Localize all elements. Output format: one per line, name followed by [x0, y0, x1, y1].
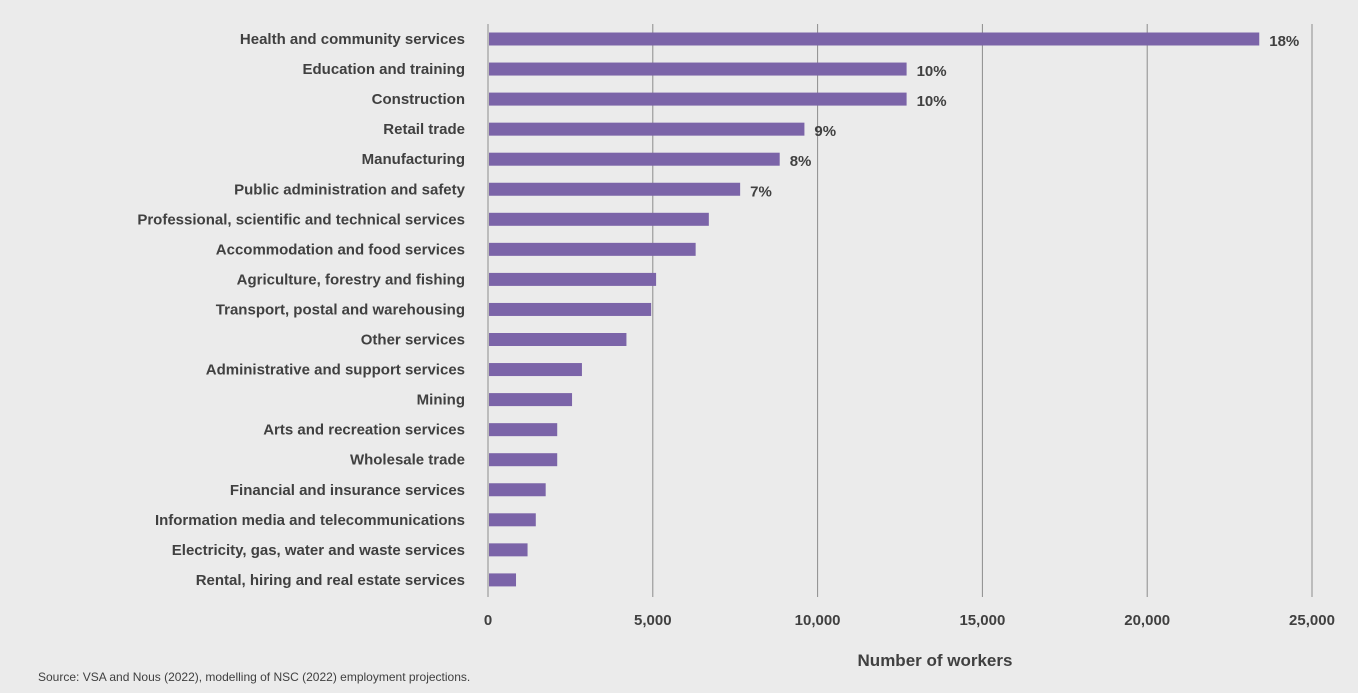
bar — [489, 573, 517, 587]
bar — [489, 32, 1260, 46]
category-label: Other services — [361, 332, 465, 349]
bar — [489, 302, 652, 316]
x-tick-label: 25,000 — [1289, 612, 1335, 629]
x-tick-labels: 0 5,000 10,000 15,000 20,000 25,000 — [484, 612, 1335, 629]
bar — [489, 272, 657, 286]
bar — [489, 363, 582, 377]
bar — [489, 182, 741, 196]
data-label: 18% — [1269, 33, 1299, 50]
category-labels: Health and community services Education a… — [137, 31, 465, 589]
bar — [489, 92, 907, 106]
source-note: Source: VSA and Nous (2022), modelling o… — [38, 670, 471, 684]
bars — [489, 32, 1260, 587]
category-label: Accommodation and food services — [216, 241, 465, 258]
bar — [489, 513, 536, 527]
bar — [489, 543, 528, 557]
category-label: Education and training — [302, 61, 465, 78]
data-label: 10% — [917, 63, 947, 80]
bar — [489, 483, 546, 497]
category-label: Mining — [417, 392, 465, 409]
category-label: Professional, scientific and technical s… — [137, 211, 465, 228]
x-tick-label: 20,000 — [1124, 612, 1170, 629]
category-label: Administrative and support services — [206, 362, 465, 379]
bar — [489, 212, 709, 226]
bar — [489, 62, 907, 76]
bar — [489, 333, 627, 346]
x-tick-label: 10,000 — [795, 612, 841, 629]
bar — [489, 423, 558, 437]
data-label: 9% — [814, 123, 836, 140]
x-tick-label: 15,000 — [959, 612, 1005, 629]
data-label: 10% — [917, 93, 947, 110]
category-label: Public administration and safety — [234, 181, 466, 198]
category-label: Arts and recreation services — [263, 422, 465, 439]
x-tick-label: 0 — [484, 612, 492, 629]
bar — [489, 393, 573, 407]
category-label: Wholesale trade — [350, 452, 465, 469]
gridlines — [487, 24, 1313, 597]
category-label: Health and community services — [240, 31, 465, 48]
data-label: 7% — [750, 183, 772, 200]
bar — [489, 152, 780, 166]
category-label: Electricity, gas, water and waste servic… — [172, 542, 465, 559]
bar — [489, 122, 805, 136]
bar — [489, 242, 696, 256]
category-label: Transport, postal and warehousing — [216, 301, 465, 318]
x-axis-title: Number of workers — [858, 651, 1013, 670]
category-label: Manufacturing — [362, 151, 465, 168]
category-label: Financial and insurance services — [230, 482, 465, 499]
category-label: Rental, hiring and real estate services — [196, 572, 465, 589]
x-tick-label: 5,000 — [634, 612, 672, 629]
category-label: Construction — [372, 91, 465, 108]
bar — [489, 453, 558, 467]
data-labels: 18% 10% 10% 9%8% 7% — [750, 33, 1299, 200]
category-label: Agriculture, forestry and fishing — [237, 271, 465, 288]
data-label: 8% — [790, 153, 812, 170]
category-label: Retail trade — [383, 121, 465, 138]
category-label: Information media and telecommunications — [155, 512, 465, 529]
